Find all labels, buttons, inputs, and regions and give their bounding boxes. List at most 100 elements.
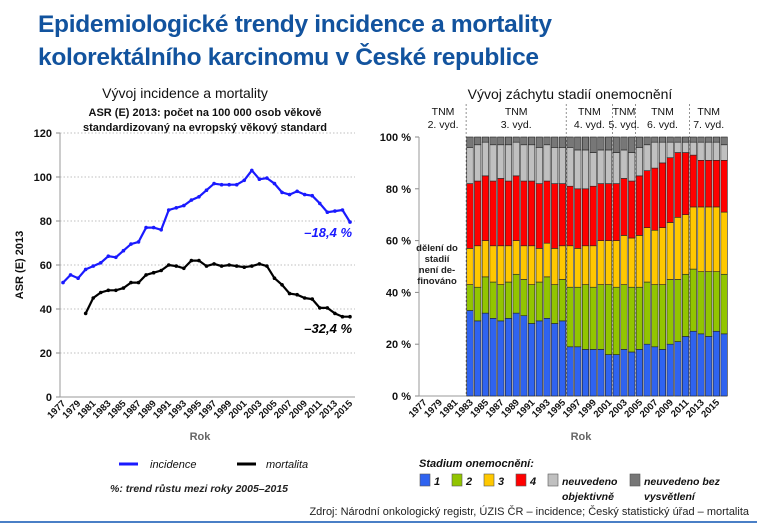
bar-segment-stage-3 bbox=[612, 240, 620, 288]
bar-segment-stage-4 bbox=[574, 188, 582, 249]
bar-segment-stage-unknown-5 bbox=[581, 136, 590, 151]
bar-segment-stage-unknown-4 bbox=[581, 149, 590, 190]
bar-segment-stage-1 bbox=[628, 351, 636, 397]
bar-segment-stage-4 bbox=[535, 183, 543, 249]
legend-swatch bbox=[515, 473, 527, 487]
bar-segment-stage-unknown-4 bbox=[512, 141, 520, 177]
bar-segment-stage-3 bbox=[512, 240, 520, 275]
bar-segment-stage-1 bbox=[674, 341, 682, 397]
bar-segment-stage-2 bbox=[581, 284, 590, 350]
mortalita-point bbox=[265, 264, 269, 268]
bar-segment-stage-3 bbox=[558, 245, 566, 280]
bar-segment-stage-unknown-4 bbox=[635, 147, 643, 177]
bar-segment-stage-unknown-5 bbox=[635, 136, 643, 148]
bar-segment-stage-unknown-5 bbox=[528, 136, 536, 146]
tnm-edition-label: 4. vyd. bbox=[574, 119, 605, 131]
mortalita-point bbox=[204, 264, 209, 268]
bar-segment-stage-4 bbox=[466, 183, 474, 249]
mortalita-point bbox=[219, 264, 224, 268]
bar-segment-stage-1 bbox=[605, 354, 613, 397]
y-tick-label: 40 bbox=[40, 304, 52, 316]
incidence-point bbox=[250, 168, 254, 173]
bar-segment-stage-unknown-4 bbox=[520, 144, 528, 182]
bar-segment-stage-unknown-4 bbox=[551, 147, 559, 184]
bar-segment-stage-2 bbox=[528, 284, 536, 324]
incidence-point bbox=[197, 195, 201, 199]
y-tick-label: 100 % bbox=[380, 132, 411, 144]
incidence-point bbox=[272, 181, 277, 186]
bar-chart-title: Vývoj záchytu stadií onemocnění bbox=[468, 86, 673, 102]
bar-segment-stage-4 bbox=[682, 152, 690, 215]
slide-title: Epidemiologické trendy incidence a morta… bbox=[38, 8, 552, 74]
bar-segment-stage-4 bbox=[605, 183, 613, 241]
bar-segment-stage-2 bbox=[720, 273, 728, 335]
bar-segment-stage-3 bbox=[474, 245, 482, 288]
bar-segment-stage-unknown-4 bbox=[720, 144, 728, 161]
bar-segment-stage-2 bbox=[520, 279, 528, 317]
bar-segment-stage-unknown-4 bbox=[628, 152, 636, 182]
legend-swatch bbox=[451, 473, 463, 487]
y-tick-label: 80 bbox=[40, 216, 52, 228]
incidence-point bbox=[317, 201, 322, 206]
slide-title-line1: Epidemiologické trendy incidence a morta… bbox=[38, 11, 552, 38]
incidence-point bbox=[227, 182, 231, 187]
bar-segment-stage-1 bbox=[466, 310, 474, 397]
bar-segment-stage-2 bbox=[712, 271, 720, 332]
bar-segment-stage-unknown-5 bbox=[597, 136, 605, 151]
incidence-point bbox=[242, 178, 247, 183]
bar-segment-stage-3 bbox=[520, 245, 528, 280]
bar-segment-stage-3 bbox=[682, 214, 690, 275]
bar-segment-stage-2 bbox=[504, 281, 513, 319]
stage-legend: 1 2 3 4 neuvedeno objektivně neuvedeno bez vysv… bbox=[419, 473, 721, 503]
bar-segment-stage-unknown-5 bbox=[712, 136, 720, 143]
incidence-point bbox=[159, 228, 163, 232]
mortalita-point bbox=[250, 264, 254, 268]
mortalita-point bbox=[182, 266, 186, 271]
mortalita-point bbox=[348, 314, 352, 319]
footer-divider bbox=[0, 521, 757, 523]
legend-mortalita-label: mortalita bbox=[266, 459, 308, 471]
bar-segment-stage-1 bbox=[705, 336, 713, 397]
bar-segment-stage-2 bbox=[651, 284, 659, 348]
bar-segment-stage-4 bbox=[658, 162, 667, 228]
incidence-point bbox=[265, 176, 269, 180]
mortalita-point bbox=[166, 263, 171, 267]
incidence-point bbox=[136, 240, 141, 244]
bar-segment-stage-3 bbox=[497, 245, 505, 285]
bar-segment-stage-unknown-5 bbox=[535, 136, 543, 148]
legend-label: 2 bbox=[465, 476, 472, 488]
mortalita-point bbox=[242, 265, 247, 270]
bar-segment-stage-unknown-5 bbox=[651, 136, 659, 143]
mortalita-point bbox=[333, 311, 337, 316]
bar-segment-stage-3 bbox=[720, 211, 728, 275]
mortalita-point bbox=[114, 288, 118, 293]
tnm-edition-label: TNM bbox=[578, 106, 601, 118]
bar-segment-stage-unknown-5 bbox=[589, 136, 597, 153]
x-tick-label: 2015 bbox=[699, 397, 722, 420]
bar-segment-stage-3 bbox=[504, 245, 513, 283]
legend-label: 1 bbox=[434, 476, 440, 488]
bar-segment-stage-unknown-5 bbox=[705, 136, 713, 143]
mortalita-point bbox=[325, 306, 330, 310]
bar-segment-stage-2 bbox=[574, 286, 582, 348]
bar-segment-stage-3 bbox=[674, 216, 682, 280]
bar-segment-stage-unknown-5 bbox=[605, 136, 613, 151]
legend-swatch bbox=[483, 473, 495, 487]
bar-segment-stage-2 bbox=[674, 279, 682, 342]
bar-segment-stage-3 bbox=[705, 206, 713, 272]
bar-segment-stage-4 bbox=[697, 160, 705, 208]
bar-segment-stage-2 bbox=[589, 286, 597, 350]
bar-segment-stage-unknown-4 bbox=[674, 141, 682, 153]
bar-segment-stage-unknown-4 bbox=[612, 152, 620, 184]
bar-segment-stage-2 bbox=[597, 284, 605, 350]
line-chart-series bbox=[61, 168, 352, 319]
bar-segment-stage-unknown-4 bbox=[574, 149, 582, 190]
line-chart-subtitle-1: ASR (E) 2013: počet na 100 000 osob věko… bbox=[89, 107, 322, 119]
line-chart-subtitle-2: standardizovaný na evropský věkový stand… bbox=[83, 122, 327, 134]
bar-chart-stacks bbox=[466, 136, 728, 397]
bar-segment-stage-1 bbox=[558, 320, 566, 397]
bar-segment-stage-4 bbox=[620, 178, 628, 236]
bar-segment-stage-3 bbox=[528, 245, 536, 285]
